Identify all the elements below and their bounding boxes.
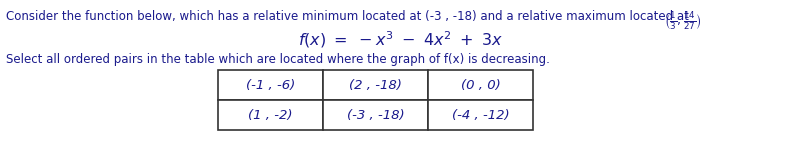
Text: (-4 , -12): (-4 , -12) [452,108,510,121]
Text: $\left(\frac{1}{3},\frac{14}{27}\right)$: $\left(\frac{1}{3},\frac{14}{27}\right)$ [664,10,702,32]
Text: Consider the function below, which has a relative minimum located at (-3 , -18) : Consider the function below, which has a… [6,10,693,23]
Bar [218,70,323,100]
Text: $f(x)\ =\ -x^3\ -\ 4x^2\ +\ 3x$: $f(x)\ =\ -x^3\ -\ 4x^2\ +\ 3x$ [298,29,502,50]
Text: (1 , -2): (1 , -2) [248,108,293,121]
Text: Select all ordered pairs in the table which are located where the graph of f(x) : Select all ordered pairs in the table wh… [6,53,550,66]
Text: (0 , 0): (0 , 0) [461,79,500,92]
Bar [323,70,428,100]
Text: (2 , -18): (2 , -18) [349,79,402,92]
Bar [218,100,323,130]
Bar [323,100,428,130]
Bar [428,100,533,130]
Text: (-3 , -18): (-3 , -18) [346,108,404,121]
Text: (-1 , -6): (-1 , -6) [246,79,295,92]
Bar [428,70,533,100]
